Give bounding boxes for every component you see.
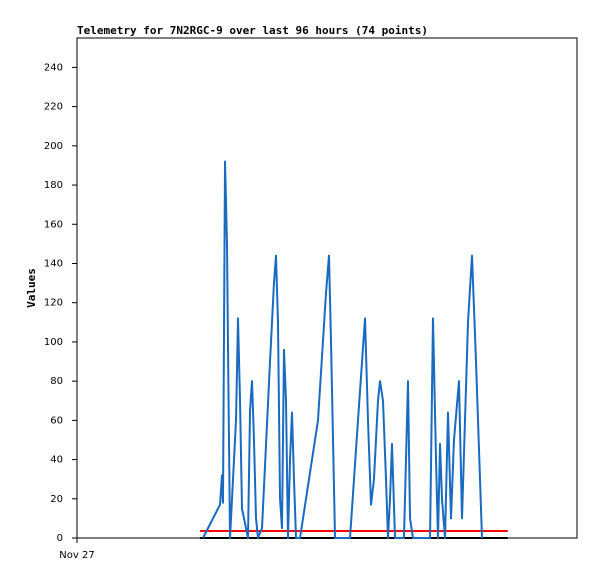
y-tick-label: 20 — [50, 494, 63, 505]
chart-title: Telemetry for 7N2RGC-9 over last 96 hour… — [77, 24, 428, 37]
y-tick-label: 200 — [44, 141, 63, 152]
y-tick-label: 220 — [44, 102, 63, 113]
y-tick-label: 240 — [44, 62, 63, 73]
y-tick-label: 140 — [44, 258, 63, 269]
y-tick-label: 60 — [50, 415, 63, 426]
series-line — [202, 160, 483, 539]
y-tick-label: 120 — [44, 298, 63, 309]
x-tick-label: Nov 27 — [59, 550, 94, 561]
y-tick-label: 100 — [44, 337, 63, 348]
y-tick-label: 80 — [50, 376, 63, 387]
y-tick-label: 0 — [57, 533, 63, 544]
y-tick-label: 40 — [50, 455, 63, 466]
y-tick-label: 180 — [44, 180, 63, 191]
y-axis-label: Values — [25, 268, 38, 308]
y-tick-label: 160 — [44, 219, 63, 230]
